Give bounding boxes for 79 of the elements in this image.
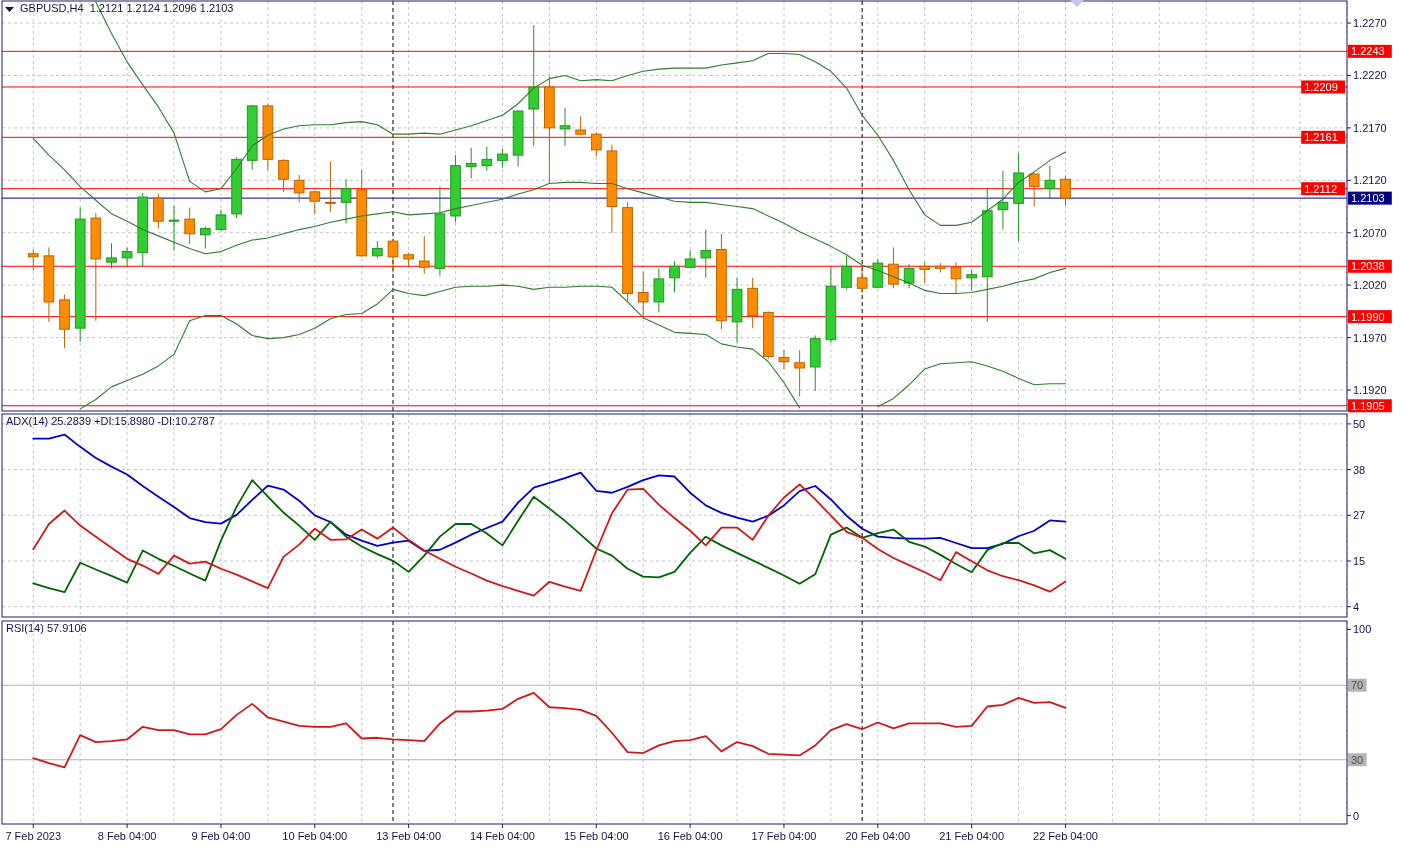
candlestick	[559, 107, 571, 147]
x-tick-label: 21 Feb 04:00	[939, 830, 1005, 842]
x-tick-label: 9 Feb 04:00	[191, 830, 251, 842]
y-tick-label: 1.2120	[1353, 174, 1387, 187]
y-tick-label: 1.1970	[1353, 331, 1387, 344]
candlestick	[637, 271, 649, 320]
x-tick-label: 22 Feb 04:00	[1033, 830, 1098, 842]
ref-line-label: 1.2243	[1351, 45, 1385, 58]
x-tick-label: 14 Feb 04:00	[470, 830, 535, 842]
x-tick-label: 16 Feb 04:00	[657, 830, 723, 842]
candlestick	[669, 260, 680, 294]
candlestick	[1044, 165, 1056, 199]
x-tick-label: 10 Feb 04:00	[282, 830, 348, 842]
candlestick	[950, 261, 962, 295]
y-tick-label: 1.1920	[1353, 384, 1387, 397]
candlestick	[919, 261, 931, 284]
ref-line-label: 1.2112	[1304, 182, 1338, 195]
y-tick-label: 50	[1353, 417, 1366, 430]
x-tick-label: 13 Feb 04:00	[376, 830, 442, 842]
line-series	[32, 433, 1067, 552]
line-series	[32, 691, 1067, 769]
x-tick-label: 17 Feb 04:00	[751, 830, 817, 842]
candlestick	[465, 147, 477, 179]
ref-line-label: 70	[1351, 679, 1364, 692]
candlestick	[387, 239, 399, 274]
candlestick	[184, 207, 196, 245]
candlestick	[778, 349, 790, 370]
candlestick	[1060, 175, 1071, 206]
chart-title: RSI(14) 57.9106	[6, 622, 87, 634]
candlestick	[168, 204, 180, 252]
y-tick-label: 1.2220	[1353, 69, 1387, 82]
x-tick-label: 7 Feb 2023	[5, 830, 62, 842]
y-tick-label: 1.2070	[1353, 226, 1387, 239]
ref-line-label: 1.2209	[1304, 80, 1338, 93]
candlestick	[325, 160, 336, 213]
candlestick	[215, 209, 227, 232]
x-tick-label: 8 Feb 04:00	[97, 830, 157, 842]
y-tick-label: 38	[1353, 463, 1366, 476]
y-tick-label: 1.2170	[1353, 121, 1387, 134]
candlestick	[121, 246, 133, 267]
ref-line-label: 1.2038	[1351, 260, 1385, 273]
y-tick-label: 4	[1353, 600, 1360, 613]
candlestick	[528, 24, 540, 147]
candlestick	[903, 263, 915, 289]
x-tick-label: 15 Feb 04:00	[563, 830, 629, 842]
ref-line-label: 1.2103	[1351, 192, 1385, 205]
candlestick	[700, 229, 712, 279]
y-tick-label: 1.2020	[1353, 279, 1387, 292]
candlestick	[997, 170, 1009, 231]
candlestick	[340, 178, 352, 224]
candlestick	[653, 267, 665, 313]
candlestick	[278, 158, 289, 193]
candlestick	[794, 349, 805, 397]
candlestick	[153, 193, 164, 230]
ref-line-label: 1.1990	[1351, 310, 1385, 323]
line-series	[32, 137, 1067, 295]
candlestick	[497, 148, 508, 169]
candlestick	[27, 249, 39, 271]
candlestick	[481, 146, 493, 172]
y-tick-label: 100	[1353, 623, 1372, 636]
y-tick-label: 0	[1353, 809, 1360, 822]
candlestick	[106, 242, 117, 269]
x-tick-label: 20 Feb 04:00	[845, 830, 911, 842]
y-tick-label: 27	[1353, 509, 1366, 522]
ref-line-label: 30	[1351, 753, 1364, 766]
candlestick	[418, 235, 430, 275]
candlestick	[856, 267, 868, 294]
candlestick	[590, 131, 602, 157]
candlestick	[888, 246, 899, 289]
candlestick	[199, 225, 211, 249]
chart-title: ADX(14) 25.2839 +DI:15.8980 -DI:10.2787	[6, 415, 215, 427]
candlestick	[841, 255, 852, 290]
ref-line-label: 1.2161	[1304, 131, 1338, 144]
y-tick-label: 15	[1353, 555, 1366, 568]
y-tick-label: 1.2270	[1353, 17, 1387, 30]
candlestick	[1028, 172, 1040, 208]
candlestick	[966, 268, 977, 291]
candlestick	[293, 174, 305, 203]
ref-line-label: 1.1905	[1351, 399, 1385, 412]
